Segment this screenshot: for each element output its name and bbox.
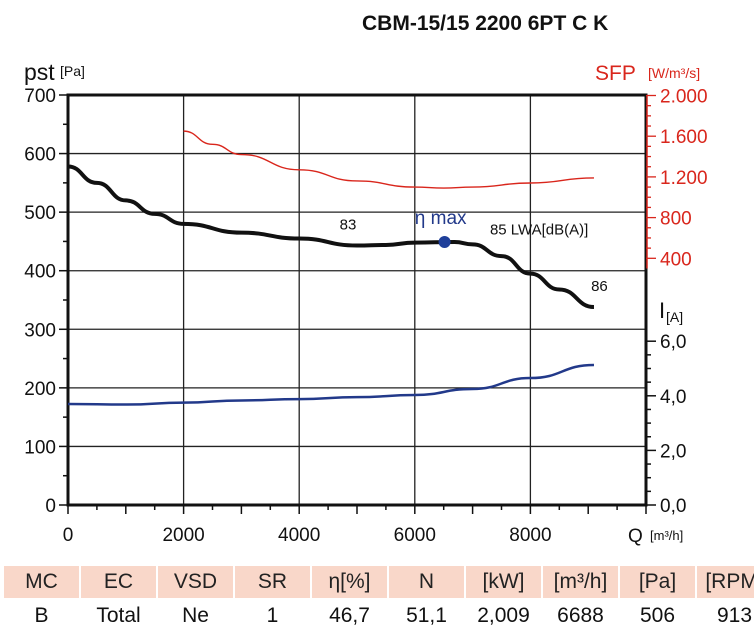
y-tick-label: 100 [24, 437, 56, 458]
table-header: N [389, 566, 464, 598]
y2-axis-label: SFP [595, 62, 636, 85]
y2-tick-label: 800 [660, 209, 692, 230]
y2-tick-label: 2.000 [660, 87, 708, 108]
table-header: [m³/h] [543, 566, 618, 598]
chart-title: CBM-15/15 2200 6PT C K [362, 12, 608, 35]
current-curve [67, 363, 594, 406]
x-tick-label: 2000 [162, 525, 204, 546]
table-value: 46,7 [329, 604, 370, 627]
table-header: EC [81, 566, 156, 598]
table-value: B [34, 604, 49, 627]
table-value: 913 [716, 604, 753, 627]
annotation-label: 83 [340, 217, 357, 234]
annotation-label: 86 [591, 278, 608, 295]
table-value: 6688 [557, 604, 604, 627]
y-tick-label: 0 [45, 496, 56, 517]
x-axis-unit: [m³/h] [650, 528, 683, 543]
chart-svg: CBM-15/15 2200 6PT C K 0 2000 4000 6000 8000… [24, 12, 708, 547]
table-value: 51,1 [406, 604, 447, 627]
annotation-label: η max [415, 208, 467, 229]
table-header: VSD [158, 566, 233, 598]
annotation-label: 85 LWA[dB(A)] [490, 221, 588, 238]
x-tick-label: 4000 [278, 525, 320, 546]
table-value: Ne [182, 604, 209, 627]
y3-tick-label: 6,0 [660, 332, 686, 353]
y-tick-label: 300 [24, 320, 56, 341]
y2-tick-label: 1.600 [660, 127, 708, 148]
x-tick-label: 8000 [509, 525, 551, 546]
y3-tick-label: 2,0 [660, 441, 686, 462]
table-header: SR [235, 566, 310, 598]
y3-tick-label: 0,0 [660, 496, 686, 517]
x-axis-label: Q [628, 526, 643, 547]
table-header: [RPM] [697, 566, 754, 598]
y3-axis-unit: [A] [666, 309, 683, 325]
pressure-curve [67, 164, 595, 310]
table-value: 506 [639, 604, 676, 627]
table-value: 2,009 [477, 604, 530, 627]
eta-max-point [438, 236, 451, 249]
y2-axis-unit: [W/m³/s] [648, 65, 700, 81]
y-tick-label: 400 [24, 262, 56, 283]
y2-tick-label: 1.200 [660, 168, 708, 189]
x-tick-label: 0 [63, 525, 74, 546]
y-tick-label: 200 [24, 379, 56, 400]
table-header: [kW] [466, 566, 541, 598]
plot-frame [66, 93, 648, 507]
y3-tick-label: 4,0 [660, 387, 686, 408]
table-header: η[%] [312, 566, 387, 598]
y-tick-label: 500 [24, 203, 56, 224]
y3-axis-label: I [659, 298, 665, 323]
x-tick-label: 6000 [394, 525, 436, 546]
y-tick-label: 600 [24, 145, 56, 166]
table-header: MC [4, 566, 79, 598]
y-tick-label: 700 [24, 86, 56, 107]
y-axis-unit: [Pa] [60, 63, 85, 79]
table-header: [Pa] [620, 566, 695, 598]
y2-tick-label: 400 [660, 249, 692, 270]
y-axis-label: pst [24, 59, 55, 85]
table-value: 1 [266, 604, 279, 627]
sfp-curve [183, 130, 594, 189]
table-value: Total [96, 604, 141, 627]
